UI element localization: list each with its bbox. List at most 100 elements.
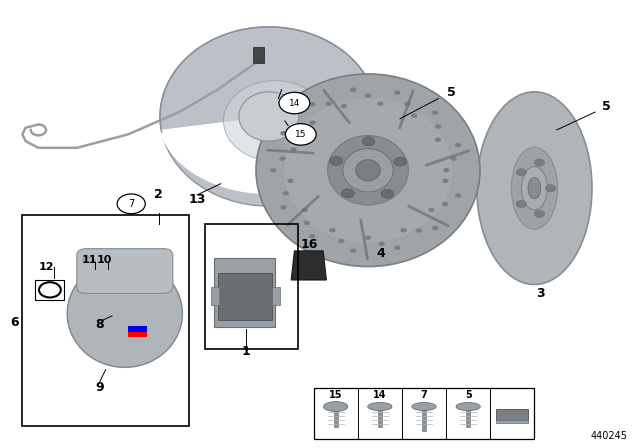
Circle shape bbox=[340, 104, 347, 108]
Text: 15: 15 bbox=[295, 130, 307, 139]
Circle shape bbox=[432, 226, 438, 230]
Circle shape bbox=[534, 159, 545, 166]
Circle shape bbox=[350, 87, 356, 92]
Circle shape bbox=[362, 137, 375, 146]
Ellipse shape bbox=[284, 98, 452, 242]
Bar bbox=[128, 332, 147, 337]
Text: 16: 16 bbox=[300, 237, 318, 251]
Ellipse shape bbox=[477, 92, 592, 284]
Text: 6: 6 bbox=[10, 316, 19, 329]
Circle shape bbox=[290, 147, 296, 151]
Circle shape bbox=[295, 124, 301, 129]
Circle shape bbox=[365, 94, 371, 98]
Ellipse shape bbox=[412, 403, 436, 410]
Ellipse shape bbox=[239, 92, 299, 141]
Circle shape bbox=[432, 110, 438, 115]
Ellipse shape bbox=[223, 81, 327, 161]
Circle shape bbox=[451, 156, 457, 161]
Circle shape bbox=[534, 210, 545, 217]
Circle shape bbox=[394, 246, 401, 250]
Text: 4: 4 bbox=[376, 246, 385, 260]
Text: 8: 8 bbox=[95, 318, 104, 332]
Circle shape bbox=[404, 102, 410, 106]
Circle shape bbox=[338, 239, 344, 243]
Circle shape bbox=[117, 194, 145, 214]
Circle shape bbox=[435, 124, 441, 129]
Circle shape bbox=[416, 228, 422, 233]
Text: 7: 7 bbox=[128, 199, 134, 209]
Circle shape bbox=[428, 207, 435, 212]
Bar bbox=[218, 273, 272, 320]
Ellipse shape bbox=[160, 27, 378, 206]
Bar bbox=[253, 47, 264, 63]
Circle shape bbox=[365, 236, 371, 240]
Circle shape bbox=[442, 179, 449, 183]
Ellipse shape bbox=[511, 147, 557, 229]
Text: 14: 14 bbox=[373, 390, 387, 400]
Circle shape bbox=[309, 102, 316, 107]
Text: 15: 15 bbox=[329, 390, 342, 400]
Circle shape bbox=[443, 168, 449, 172]
Circle shape bbox=[301, 207, 308, 212]
Text: 5: 5 bbox=[602, 100, 611, 113]
Ellipse shape bbox=[456, 403, 480, 410]
Bar bbox=[214, 258, 275, 327]
Bar bbox=[128, 326, 147, 332]
Circle shape bbox=[303, 221, 310, 225]
Circle shape bbox=[326, 102, 332, 106]
Bar bbox=[272, 287, 280, 305]
Circle shape bbox=[279, 92, 310, 114]
Circle shape bbox=[280, 131, 287, 135]
Ellipse shape bbox=[356, 159, 380, 181]
Ellipse shape bbox=[324, 402, 348, 411]
Text: 440245: 440245 bbox=[590, 431, 627, 441]
Text: 10: 10 bbox=[97, 255, 112, 265]
Circle shape bbox=[285, 124, 316, 145]
Circle shape bbox=[279, 156, 285, 161]
Text: 2: 2 bbox=[154, 188, 163, 202]
Text: 1: 1 bbox=[242, 345, 251, 358]
FancyBboxPatch shape bbox=[77, 249, 173, 293]
Circle shape bbox=[411, 113, 417, 118]
Circle shape bbox=[378, 241, 385, 246]
Text: 5: 5 bbox=[465, 390, 472, 400]
Circle shape bbox=[287, 179, 294, 183]
Circle shape bbox=[394, 90, 401, 95]
Circle shape bbox=[442, 202, 449, 206]
Bar bbox=[314, 388, 534, 439]
Ellipse shape bbox=[522, 167, 547, 210]
Bar bbox=[35, 280, 64, 300]
Ellipse shape bbox=[528, 177, 541, 199]
Ellipse shape bbox=[67, 260, 182, 367]
Text: 9: 9 bbox=[95, 381, 104, 394]
Circle shape bbox=[270, 168, 276, 172]
Text: 12: 12 bbox=[38, 262, 54, 271]
Circle shape bbox=[280, 205, 287, 210]
Bar bbox=[211, 287, 219, 305]
Text: 3: 3 bbox=[536, 287, 545, 300]
Circle shape bbox=[435, 138, 441, 142]
Circle shape bbox=[394, 157, 406, 166]
Ellipse shape bbox=[83, 257, 94, 263]
Ellipse shape bbox=[256, 74, 480, 267]
Circle shape bbox=[377, 101, 383, 106]
Ellipse shape bbox=[368, 403, 392, 410]
Text: 11: 11 bbox=[82, 255, 97, 265]
Circle shape bbox=[329, 228, 335, 233]
Circle shape bbox=[350, 249, 356, 253]
Text: 7: 7 bbox=[420, 390, 428, 400]
Text: 5: 5 bbox=[447, 86, 456, 99]
Circle shape bbox=[516, 169, 527, 176]
Circle shape bbox=[455, 143, 461, 147]
Circle shape bbox=[282, 191, 289, 195]
Circle shape bbox=[545, 185, 556, 192]
Circle shape bbox=[455, 193, 461, 198]
Ellipse shape bbox=[343, 149, 393, 192]
Circle shape bbox=[401, 228, 407, 233]
Bar bbox=[205, 224, 298, 349]
Bar bbox=[497, 419, 529, 423]
Bar bbox=[22, 215, 189, 426]
Wedge shape bbox=[159, 116, 354, 194]
Circle shape bbox=[342, 189, 355, 198]
Circle shape bbox=[309, 234, 316, 238]
